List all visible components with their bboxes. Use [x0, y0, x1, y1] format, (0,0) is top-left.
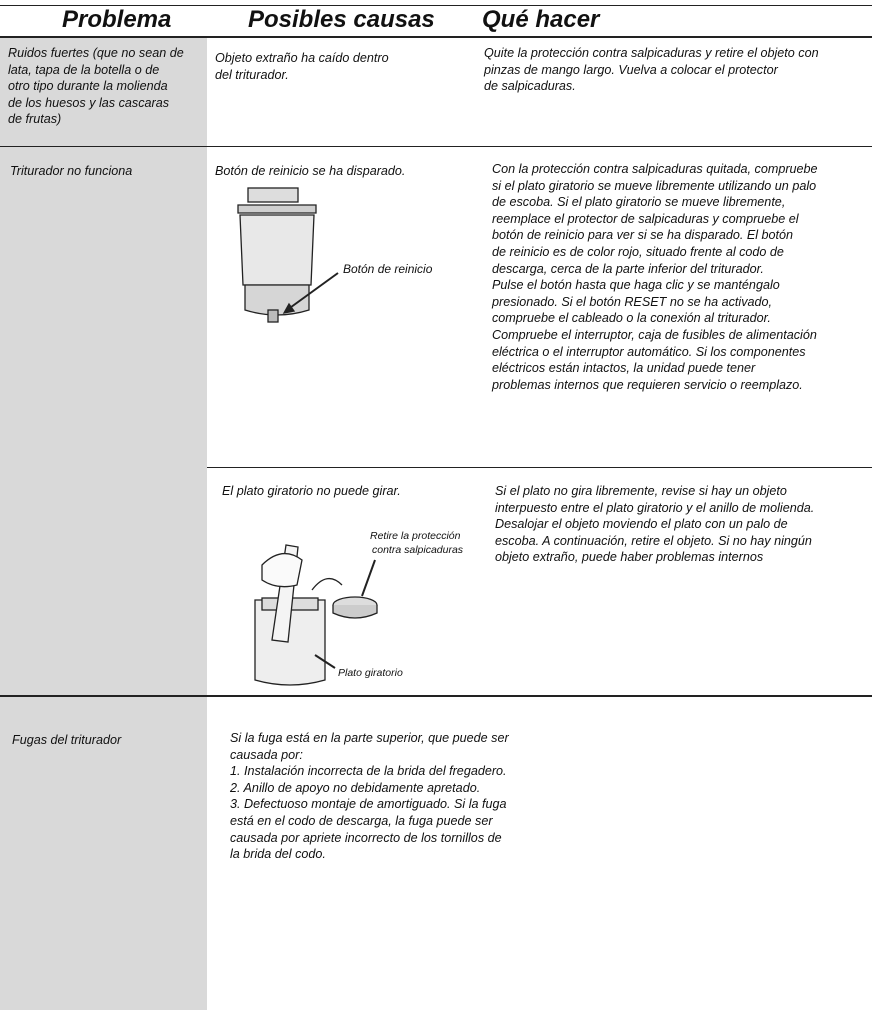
row-rule [0, 146, 872, 147]
cause-text: Si la fuga está en la parte superior, qu… [230, 730, 509, 863]
text-line: eléctricos están intactos, la unidad pue… [492, 361, 756, 376]
text-line: de reinicio es de color rojo, situado fr… [492, 244, 784, 259]
figure-label: Botón de reinicio [343, 262, 433, 276]
text-line: Desalojar el objeto moviendo el plato co… [495, 517, 788, 532]
figure-label: Retire la protección [370, 530, 461, 542]
text-line: Con la protección contra salpicaduras qu… [492, 162, 818, 176]
problem-text: Fugas del triturador [12, 732, 121, 749]
cause-text: Objeto extraño ha caído dentro del tritur… [215, 50, 389, 83]
text-line: Fugas del triturador [12, 733, 122, 747]
text-line: lata, tapa de la botella o de [8, 62, 160, 77]
text-line: de los huesos y las cascaras [8, 95, 170, 110]
text-line: 1. Instalación incorrecta de la brida de… [230, 764, 507, 779]
header-action: Qué hacer [482, 6, 600, 33]
gray-column [0, 38, 207, 1010]
header-problem: Problema [62, 6, 172, 33]
problem-text: Ruidos fuertes (que no sean de lata, tapa… [8, 45, 184, 128]
figure-label: Plato giratorio [338, 667, 403, 679]
text-line: eléctrica o el interruptor automático. S… [492, 344, 806, 359]
action-text: Si el plato no gira libremente, revise s… [495, 483, 814, 566]
text-line: del triturador. [215, 67, 289, 82]
text-line: si el plato giratorio se mueve librement… [492, 178, 817, 193]
top-rule [0, 5, 872, 6]
cause-text: Botón de reinicio se ha disparado. [215, 163, 405, 180]
text-line: 2. Anillo de apoyo no debidamente apreta… [230, 780, 481, 795]
text-line: compruebe el cableado o la conexión al t… [492, 311, 771, 326]
problem-text: Triturador no funciona [10, 163, 132, 180]
text-line: El plato giratorio no puede girar. [222, 484, 401, 498]
text-line: Si el plato no gira libremente, revise s… [495, 484, 787, 498]
header-rule [0, 36, 872, 38]
text-line: Quite la protección contra salpicaduras … [484, 46, 819, 60]
action-text: Quite la protección contra salpicaduras … [484, 45, 819, 95]
text-line: Pulse el botón hasta que haga clic y se … [492, 278, 780, 293]
text-line: botón de reinicio para ver si se ha disp… [492, 228, 794, 243]
disposer-figure [237, 187, 339, 323]
cause-text: El plato giratorio no puede girar. [222, 483, 401, 500]
sub-row-rule [207, 467, 872, 468]
figure-label: contra salpicaduras [372, 544, 464, 556]
text-line: Objeto extraño ha caído dentro [215, 51, 389, 65]
text-line: interpuesto entre el plato giratorio y e… [495, 500, 815, 515]
text-line: Compruebe el interruptor, caja de fusibl… [492, 327, 817, 342]
text-line: descarga, cerca de la parte inferior del… [492, 261, 764, 276]
text-line: de frutas) [8, 112, 62, 127]
text-line: de escoba. Si el plato giratorio se muev… [492, 195, 786, 210]
action-text: Con la protección contra salpicaduras qu… [492, 161, 818, 393]
text-line: Ruidos fuertes (que no sean de [8, 46, 184, 60]
text-line: problemas internos que requieren servici… [492, 377, 803, 392]
header-causes: Posibles causas [248, 6, 435, 33]
text-line: escoba. A continuación, retire el objeto… [495, 533, 812, 548]
text-line: 3. Defectuoso montaje de amortiguado. Si… [230, 797, 507, 812]
text-line: la brida del codo. [230, 847, 326, 862]
text-line: Si la fuga está en la parte superior, qu… [230, 731, 509, 745]
turntable-figure [254, 544, 378, 686]
text-line: causada por apriete incorrecto de los to… [230, 830, 502, 845]
text-line: presionado. Si el botón RESET no se ha a… [492, 294, 773, 309]
text-line: Botón de reinicio se ha disparado. [215, 164, 406, 178]
text-line: reemplace el protector de salpicaduras y… [492, 211, 799, 226]
text-line: otro tipo durante la molienda [8, 79, 168, 94]
text-line: pinzas de mango largo. Vuelva a colocar … [484, 62, 778, 77]
text-line: está en el codo de descarga, la fuga pue… [230, 813, 493, 828]
text-line: causada por: [230, 747, 303, 762]
text-line: de salpicaduras. [484, 79, 576, 94]
text-line: objeto extraño, puede haber problemas in… [495, 550, 764, 565]
row-rule [0, 695, 872, 697]
text-line: Triturador no funciona [10, 164, 133, 178]
